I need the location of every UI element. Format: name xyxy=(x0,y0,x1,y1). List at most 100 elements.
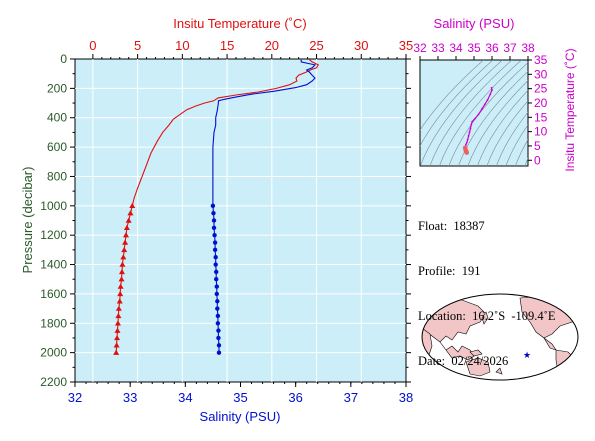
ts-top-axis-label: Salinity (PSU) xyxy=(434,16,515,31)
pressure-tick-label: 2200 xyxy=(40,375,67,389)
plot-grid xyxy=(75,59,406,382)
pressure-tick-label: 1400 xyxy=(40,258,67,272)
salinity-point xyxy=(215,306,220,311)
ts-point xyxy=(468,131,471,134)
temperature-point xyxy=(125,217,132,223)
ts-series xyxy=(462,86,493,155)
temperature-tick-label: 5 xyxy=(134,38,141,53)
temperature-point xyxy=(117,283,124,289)
ts-point xyxy=(483,103,486,106)
pressure-tick-label: 1200 xyxy=(40,228,67,242)
float-id: Float: 18387 xyxy=(418,219,485,233)
temperature-tick-label: 35 xyxy=(399,38,413,53)
temperature-point xyxy=(117,290,124,297)
temperature-point xyxy=(118,276,125,282)
density-contour xyxy=(486,100,528,166)
salinity-point xyxy=(215,299,220,304)
salinity-point xyxy=(214,284,219,289)
temperature-point xyxy=(119,261,126,267)
temperature-point xyxy=(114,320,121,326)
density-contour xyxy=(515,139,528,166)
salinity-point xyxy=(215,321,221,326)
ts-point xyxy=(477,113,480,116)
ts-point xyxy=(491,89,493,91)
temperature-tick-label: 15 xyxy=(220,38,234,53)
temperature-point xyxy=(122,232,129,238)
salinity-tick-label: 34 xyxy=(178,390,192,405)
ts-temperature-tick-label: 0 xyxy=(534,153,541,167)
pressure-tick-label: 0 xyxy=(60,52,67,66)
density-contours xyxy=(420,60,528,166)
salinity-point xyxy=(215,313,221,319)
salinity-tick-label: 37 xyxy=(344,390,358,405)
salinity-point xyxy=(214,277,219,282)
salinity-tick-label: 35 xyxy=(233,390,247,405)
ts-temperature-tick-label: 25 xyxy=(534,82,548,96)
map-border xyxy=(421,293,579,381)
salinity-point xyxy=(216,328,221,333)
temperature-point xyxy=(127,210,134,216)
temperature-point xyxy=(114,327,121,333)
pressure-tick-label: 600 xyxy=(47,140,67,154)
salinity-tick-label: 36 xyxy=(288,390,302,405)
temperature-tick-label: 30 xyxy=(354,38,368,53)
temperature-tick-label: 10 xyxy=(175,38,189,53)
ts-salinity-tick-label: 36 xyxy=(485,41,499,55)
salinity-tick-label: 32 xyxy=(68,390,82,405)
ts-point xyxy=(470,123,473,126)
profile-chart: 0 5 10 15 20 25 30 35 32 33 34 35 36 37 38 0 200 400 600 80… xyxy=(20,16,413,424)
ts-point xyxy=(469,127,472,130)
bottom-axis-label: Salinity (PSU) xyxy=(200,409,281,424)
density-contour xyxy=(505,124,528,166)
temperature-point xyxy=(122,239,129,245)
salinity-point xyxy=(212,247,218,253)
salinity-point xyxy=(212,232,217,238)
ts-point xyxy=(467,135,470,137)
salinity-point xyxy=(211,218,217,223)
pressure-tick-label: 1800 xyxy=(40,316,67,330)
ts-point xyxy=(489,93,492,96)
temperature-point xyxy=(114,334,121,341)
ts-salinity-tick-label: 35 xyxy=(467,41,481,55)
ts-salinity-tick-label: 33 xyxy=(431,41,445,55)
temperature-point xyxy=(113,342,120,348)
profile-number: Profile: 191 xyxy=(418,264,481,278)
ts-temperature-tick-label: 35 xyxy=(534,53,548,67)
salinity-point xyxy=(211,225,217,231)
ts-point xyxy=(490,86,493,89)
salinity-point xyxy=(210,203,216,209)
ts-point xyxy=(471,120,474,123)
salinity-point xyxy=(214,269,219,275)
left-axis-label: Pressure (decibar) xyxy=(20,167,35,274)
density-contour xyxy=(439,60,522,166)
density-contour xyxy=(496,111,528,166)
salinity-point xyxy=(214,291,219,297)
temperature-tick-label: 0 xyxy=(89,38,96,53)
ts-point xyxy=(464,150,469,155)
float-location-marker: ★ xyxy=(523,350,531,360)
temperature-point xyxy=(115,312,122,319)
temperature-point xyxy=(116,298,123,304)
salinity-tick-label: 38 xyxy=(399,390,413,405)
axis-ticks: 0 5 10 15 20 25 30 35 32 33 34 35 36 37 38 0 200 400 600 80… xyxy=(40,38,413,405)
float-location: Location: 16.2˚S -109.4˚E xyxy=(418,309,556,323)
ts-temperature-tick-label: 30 xyxy=(534,67,548,81)
top-axis-label: Insitu Temperature (˚C) xyxy=(173,16,306,31)
salinity-point xyxy=(213,262,218,267)
ts-point xyxy=(486,99,489,102)
ts-right-axis-label: Insitu Temperature (˚C) xyxy=(563,48,577,171)
temperature-point xyxy=(113,349,120,355)
ts-temperature-tick-label: 10 xyxy=(534,125,548,139)
ts-salinity-tick-label: 32 xyxy=(413,41,427,55)
salinity-line xyxy=(212,59,317,353)
salinity-point xyxy=(216,335,221,341)
temperature-point xyxy=(121,246,128,253)
pressure-tick-label: 2000 xyxy=(40,346,67,360)
ts-point xyxy=(466,138,469,141)
density-contour xyxy=(467,80,528,166)
density-contour xyxy=(477,89,528,166)
ts-plot-area xyxy=(419,59,529,167)
ts-point xyxy=(481,107,483,110)
